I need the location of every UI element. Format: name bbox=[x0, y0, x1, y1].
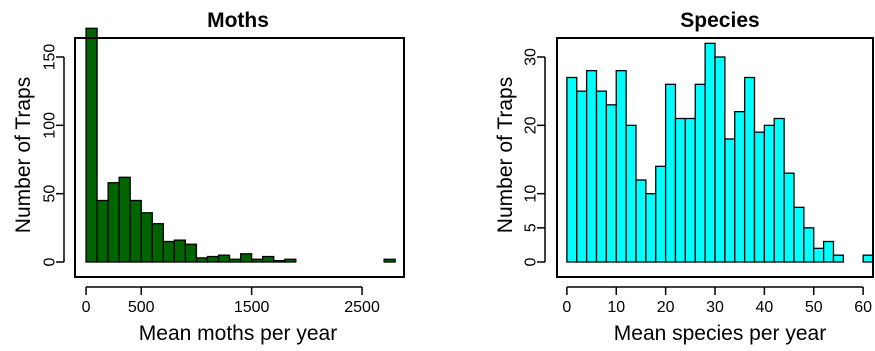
species-panel: Species Number of Traps Mean species per… bbox=[494, 9, 874, 345]
species-y-tick-label: 5 bbox=[523, 223, 540, 232]
species-bar bbox=[645, 193, 657, 263]
moths-bar bbox=[107, 182, 120, 263]
species-bar bbox=[635, 179, 647, 263]
species-bar bbox=[605, 104, 617, 263]
species-x-tick-label: 60 bbox=[854, 299, 872, 316]
moths-bar bbox=[262, 255, 275, 263]
species-bar bbox=[753, 131, 766, 263]
species-xlabel: Mean species per year bbox=[614, 322, 826, 345]
moths-ylabel: Number of Traps bbox=[12, 77, 35, 233]
moths-bar bbox=[85, 27, 98, 263]
species-y-tick-label: 30 bbox=[523, 48, 540, 66]
species-bars bbox=[566, 42, 874, 263]
species-y-tick-label: 0 bbox=[523, 257, 540, 266]
species-x-axis: 0 10 20 30 40 50 60 bbox=[562, 286, 872, 316]
species-x-tick-label: 50 bbox=[805, 299, 823, 316]
species-plot-frame bbox=[556, 37, 874, 278]
moths-bar bbox=[184, 243, 198, 263]
species-bar bbox=[783, 172, 795, 263]
moths-xlabel: Mean moths per year bbox=[139, 322, 337, 345]
species-bar bbox=[655, 165, 667, 263]
species-bar bbox=[595, 90, 608, 263]
species-y-tick-label: 10 bbox=[523, 185, 540, 203]
moths-bar bbox=[173, 239, 187, 263]
species-bar bbox=[585, 70, 598, 263]
species-x-tick-label: 10 bbox=[607, 299, 625, 316]
moths-y-tick-label: 50 bbox=[42, 185, 59, 203]
moths-y-axis: 0 50 100 150 bbox=[42, 44, 65, 266]
species-x-tick-label: 20 bbox=[657, 299, 675, 316]
species-bar bbox=[576, 90, 588, 263]
species-title: Species bbox=[680, 9, 759, 32]
species-bar bbox=[773, 117, 785, 263]
moths-bar bbox=[383, 258, 396, 263]
species-bar bbox=[803, 227, 815, 263]
species-bar bbox=[763, 124, 775, 263]
species-y-axis: 0 5 10 20 30 bbox=[523, 48, 546, 266]
moths-bar bbox=[151, 223, 164, 263]
species-bar bbox=[714, 56, 726, 263]
moths-x-tick-label: 500 bbox=[128, 299, 155, 316]
moths-plot-frame bbox=[74, 37, 405, 278]
moths-x-tick-label: 0 bbox=[82, 299, 91, 316]
moths-y-tick-label: 0 bbox=[42, 257, 59, 266]
moths-bar bbox=[217, 254, 231, 263]
moths-bar bbox=[195, 257, 209, 263]
species-x-tick-label: 30 bbox=[706, 299, 724, 316]
moths-bar bbox=[228, 258, 242, 263]
species-bar bbox=[664, 83, 677, 263]
moths-bar bbox=[118, 176, 131, 263]
moths-bar bbox=[273, 259, 286, 263]
moths-title: Moths bbox=[207, 9, 269, 32]
species-bar bbox=[822, 240, 835, 263]
species-bar bbox=[724, 138, 736, 263]
moths-bar bbox=[206, 255, 220, 263]
species-x-tick-label: 40 bbox=[755, 299, 773, 316]
species-bar bbox=[734, 111, 746, 263]
species-bar bbox=[615, 70, 627, 263]
species-bar bbox=[862, 254, 874, 263]
species-bar bbox=[743, 76, 756, 263]
species-bar bbox=[674, 117, 687, 263]
moths-bar bbox=[239, 253, 253, 263]
moths-x-tick-label: 2500 bbox=[344, 299, 380, 316]
moths-panel: Moths Number of Traps Mean moths per yea… bbox=[12, 9, 405, 345]
species-y-tick-label: 20 bbox=[523, 116, 540, 134]
moths-y-tick-label: 100 bbox=[42, 112, 59, 139]
species-bar bbox=[813, 247, 825, 263]
species-bar bbox=[625, 124, 637, 263]
moths-bar bbox=[140, 212, 153, 263]
moths-x-axis: 0 500 1500 2500 bbox=[82, 286, 380, 316]
species-bar bbox=[793, 206, 805, 263]
species-ylabel: Number of Traps bbox=[494, 77, 517, 233]
species-bar bbox=[566, 76, 578, 263]
moths-x-tick-label: 1500 bbox=[234, 299, 270, 316]
moths-bar bbox=[162, 240, 176, 263]
species-bar bbox=[684, 117, 696, 263]
moths-bar bbox=[250, 258, 264, 263]
moths-bar bbox=[129, 199, 142, 263]
species-bar bbox=[704, 42, 716, 263]
species-bar bbox=[694, 83, 706, 263]
moths-bars bbox=[85, 27, 396, 263]
species-bar bbox=[832, 254, 845, 263]
species-x-tick-label: 0 bbox=[562, 299, 571, 316]
moths-y-tick-label: 150 bbox=[42, 44, 59, 71]
moths-bar bbox=[284, 258, 297, 263]
moths-bar bbox=[96, 199, 109, 263]
